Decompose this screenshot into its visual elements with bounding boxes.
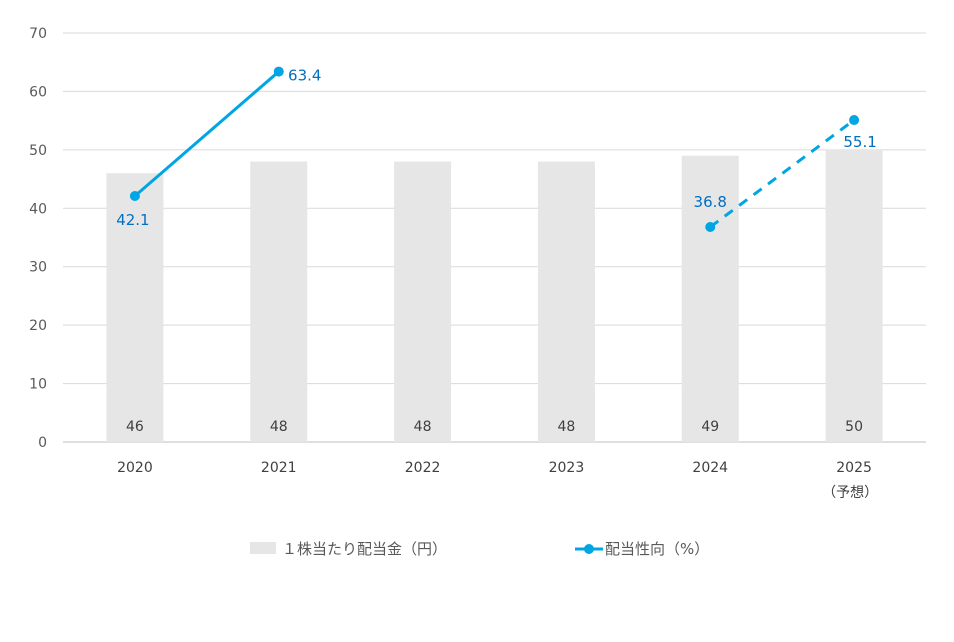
label-layer: 0 10 20 30 40 50 60 70 46 48 48 48 49 50 2020 2021 2022 2… bbox=[29, 26, 878, 501]
bar-value-label: 50 bbox=[845, 419, 863, 435]
x-tick-label: 2022 bbox=[405, 460, 441, 476]
legend: １株当たり配当金（円） 配当性向（%） bbox=[250, 540, 709, 558]
x-tick-label: 2021 bbox=[261, 460, 297, 476]
line-value-label: 42.1 bbox=[116, 211, 149, 229]
bar bbox=[106, 173, 164, 442]
bar-value-label: 49 bbox=[701, 419, 719, 435]
x-tick-label: 2023 bbox=[549, 460, 585, 476]
legend-label-line: 配当性向（%） bbox=[605, 540, 709, 558]
x-tick-sublabel: （予想） bbox=[822, 485, 878, 501]
bar bbox=[250, 161, 308, 443]
line-value-label: 55.1 bbox=[843, 133, 876, 151]
bar-value-label: 46 bbox=[126, 419, 144, 435]
line-point bbox=[849, 115, 860, 126]
bar-layer bbox=[106, 149, 883, 443]
y-tick-label: 60 bbox=[29, 84, 47, 100]
x-tick-label: 2024 bbox=[692, 460, 728, 476]
y-tick-label: 0 bbox=[38, 435, 47, 451]
y-tick-label: 20 bbox=[29, 318, 47, 334]
y-tick-label: 40 bbox=[29, 201, 47, 217]
y-tick-label: 50 bbox=[29, 143, 47, 159]
bar-value-label: 48 bbox=[414, 419, 432, 435]
line-segment-forecast bbox=[709, 118, 855, 229]
legend-label-bar: １株当たり配当金（円） bbox=[282, 540, 447, 558]
line-point bbox=[705, 221, 716, 232]
legend-swatch-bar bbox=[250, 542, 276, 554]
legend-swatch-point bbox=[584, 544, 594, 554]
line-layer bbox=[129, 66, 860, 232]
y-tick-label: 70 bbox=[29, 26, 47, 42]
bar bbox=[537, 161, 595, 443]
y-tick-label: 10 bbox=[29, 377, 47, 393]
x-tick-label: 2020 bbox=[117, 460, 153, 476]
bar-value-label: 48 bbox=[558, 419, 576, 435]
line-segment bbox=[133, 70, 281, 198]
bar bbox=[681, 155, 739, 442]
bar bbox=[394, 161, 452, 443]
line-point bbox=[129, 191, 140, 202]
x-tick-label: 2025 bbox=[836, 460, 872, 476]
grid-layer bbox=[63, 32, 926, 443]
line-value-label: 36.8 bbox=[694, 193, 727, 211]
line-value-label: 63.4 bbox=[288, 67, 321, 85]
bar bbox=[825, 149, 883, 442]
y-tick-label: 30 bbox=[29, 260, 47, 276]
line-point bbox=[273, 66, 284, 77]
bar-value-label: 48 bbox=[270, 419, 288, 435]
